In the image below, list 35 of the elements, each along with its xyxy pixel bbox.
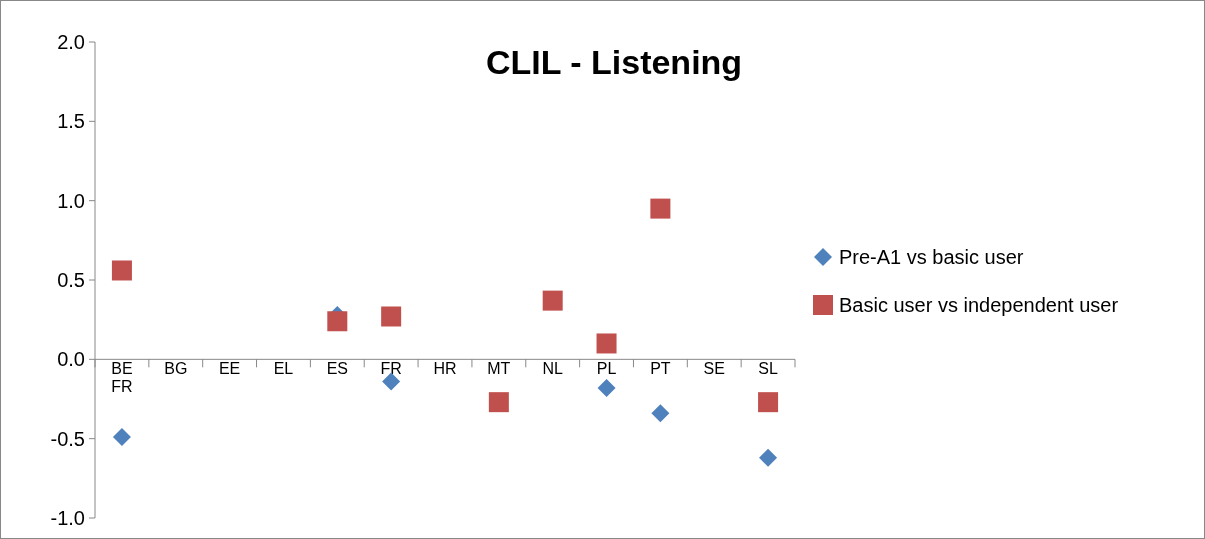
- y-tick-label: 2.0: [57, 31, 85, 53]
- y-tick-label: 0.5: [57, 269, 85, 291]
- y-tick-label: 0.0: [57, 348, 85, 371]
- x-tick-label: FR: [380, 360, 402, 378]
- x-tick-label: EE: [218, 360, 241, 378]
- point: [758, 392, 779, 413]
- legend-label: Pre-A1 vs basic user: [839, 246, 1024, 268]
- y-tick-label: -0.5: [50, 427, 85, 450]
- point: [596, 333, 617, 354]
- chart-title: CLIL - Listening: [485, 43, 743, 81]
- x-tick-label: PL: [596, 360, 617, 378]
- point: [759, 448, 778, 467]
- point: [111, 260, 132, 281]
- x-tick-label: ES: [326, 360, 348, 378]
- point: [327, 311, 348, 332]
- legend-label: Basic user vs independent user: [839, 294, 1119, 316]
- x-tick-label: BG: [164, 360, 188, 378]
- point: [381, 306, 402, 327]
- point: [597, 378, 616, 397]
- point: [650, 198, 671, 219]
- x-tick-label: SL: [758, 360, 778, 378]
- point: [488, 392, 509, 413]
- point: [651, 404, 670, 423]
- x-tick-label: PT: [650, 360, 671, 378]
- point: [542, 290, 563, 311]
- y-tick-label: 1.0: [57, 189, 85, 212]
- x-tick-label: EL: [273, 360, 294, 378]
- x-tick-label: SE: [703, 360, 725, 378]
- x-tick-label: MT: [487, 360, 511, 378]
- y-tick-label: -1.0: [50, 507, 85, 529]
- x-tick-label: BE FR: [111, 360, 133, 396]
- x-tick-label: NL: [542, 360, 564, 378]
- x-tick-label: HR: [433, 360, 457, 378]
- y-tick-label: 1.5: [57, 110, 85, 133]
- point: [112, 428, 131, 447]
